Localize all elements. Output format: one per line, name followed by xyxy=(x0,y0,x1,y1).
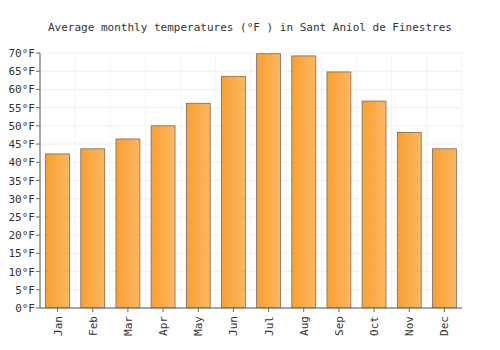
y-tick-label: 25°F xyxy=(9,211,36,224)
y-tick xyxy=(36,253,40,254)
x-tick-label: Jan xyxy=(52,316,65,336)
y-tick xyxy=(36,125,40,126)
x-tick xyxy=(127,308,128,312)
grid-line-vertical xyxy=(426,53,427,308)
x-tick xyxy=(57,308,58,312)
y-tick-label: 0°F xyxy=(15,302,35,315)
y-tick xyxy=(36,89,40,90)
x-tick xyxy=(303,308,304,312)
title: Average monthly temperatures (°F ) in Sa… xyxy=(48,21,452,34)
bars xyxy=(46,54,457,308)
y-tick-label: 10°F xyxy=(9,266,36,279)
y-tick xyxy=(36,308,40,309)
grid-line-vertical xyxy=(145,53,146,308)
x-tick xyxy=(338,308,339,312)
y-tick-label: 35°F xyxy=(9,175,36,188)
grid-line xyxy=(40,308,462,309)
x-tick-label: Sep xyxy=(333,316,346,336)
x-tick-label: Dec xyxy=(438,316,451,336)
y-tick xyxy=(36,271,40,272)
bar xyxy=(362,101,386,308)
y-tick xyxy=(36,198,40,199)
x-tick-label: Feb xyxy=(87,316,100,336)
bar xyxy=(257,54,281,308)
grid-line-vertical xyxy=(462,53,463,308)
x-tick xyxy=(374,308,375,312)
bar xyxy=(186,103,210,308)
x-tick xyxy=(233,308,234,312)
x-tick-label: Apr xyxy=(157,316,170,336)
y-tick-label: 65°F xyxy=(9,65,36,78)
grid-line-vertical xyxy=(40,53,41,308)
x-tick-label: Oct xyxy=(368,316,381,336)
x-tick xyxy=(198,308,199,312)
y-tick-label: 50°F xyxy=(9,120,36,133)
chart-container: Average monthly temperatures (°F ) in Sa… xyxy=(0,0,500,350)
bar xyxy=(116,139,140,308)
x-tick-label: Nov xyxy=(403,316,416,336)
bar xyxy=(151,126,175,308)
bar xyxy=(81,149,105,308)
x-tick xyxy=(444,308,445,312)
chart-svg: Average monthly temperatures (°F ) in Sa… xyxy=(0,0,500,350)
bar xyxy=(327,72,351,308)
y-tick xyxy=(36,289,40,290)
bar xyxy=(292,56,316,308)
x-axis xyxy=(40,308,462,309)
y-tick xyxy=(36,235,40,236)
x-tick xyxy=(92,308,93,312)
grid-line-vertical xyxy=(180,53,181,308)
grid-line-vertical xyxy=(75,53,76,308)
y-tick xyxy=(36,107,40,108)
bar xyxy=(221,76,245,308)
y-tick-label: 40°F xyxy=(9,156,36,169)
y-tick-label: 70°F xyxy=(9,47,36,60)
y-tick xyxy=(36,216,40,217)
bar xyxy=(432,149,456,308)
y-tick-label: 45°F xyxy=(9,138,36,151)
x-tick xyxy=(163,308,164,312)
x-tick-label: Aug xyxy=(298,316,311,336)
grid-line-vertical xyxy=(321,53,322,308)
y-axis xyxy=(40,53,41,308)
x-tick-label: May xyxy=(192,316,205,336)
x-tick-label: Jul xyxy=(263,316,276,336)
grid-line-vertical xyxy=(110,53,111,308)
grid-line-vertical xyxy=(356,53,357,308)
y-tick-label: 15°F xyxy=(9,247,36,260)
y-tick-label: 5°F xyxy=(15,284,35,297)
y-tick-label: 30°F xyxy=(9,193,36,206)
x-tick-label: Jun xyxy=(227,316,240,336)
grid-line-vertical xyxy=(215,53,216,308)
x-tick xyxy=(268,308,269,312)
x-tick-label: Mar xyxy=(122,316,135,336)
y-tick-label: 20°F xyxy=(9,229,36,242)
grid-line-vertical xyxy=(251,53,252,308)
grid-line-vertical xyxy=(391,53,392,308)
y-tick-label: 60°F xyxy=(9,83,36,96)
y-tick-label: 55°F xyxy=(9,102,36,115)
y-tick xyxy=(36,53,40,54)
x-tick xyxy=(409,308,410,312)
bar xyxy=(397,132,421,308)
y-tick xyxy=(36,144,40,145)
y-tick xyxy=(36,162,40,163)
y-tick xyxy=(36,180,40,181)
bar xyxy=(46,154,70,308)
grid-line-vertical xyxy=(286,53,287,308)
y-tick xyxy=(36,71,40,72)
